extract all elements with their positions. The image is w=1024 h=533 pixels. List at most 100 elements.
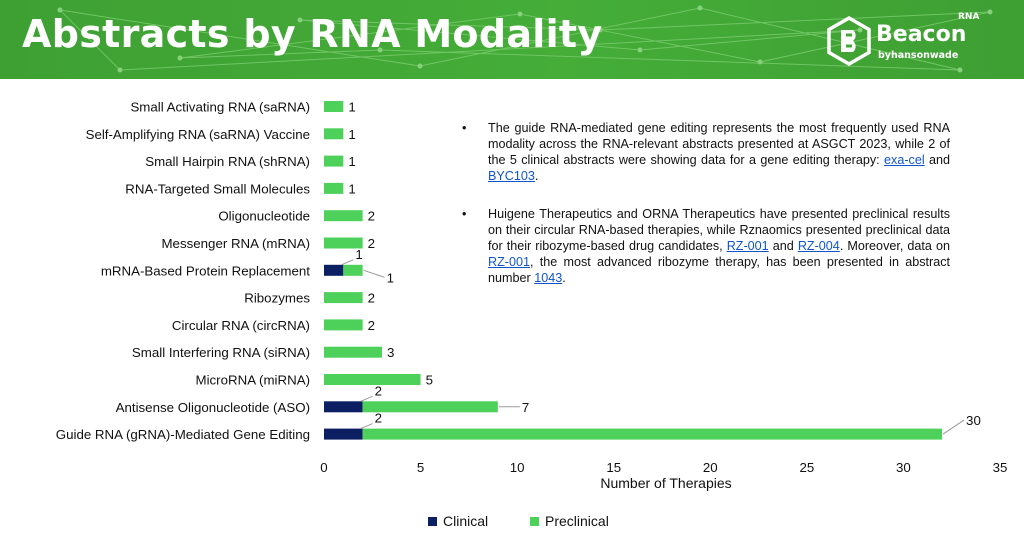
reference-link[interactable]: RZ-001 (726, 239, 769, 253)
commentary-panel: • The guide RNA-mediated gene editing rep… (462, 120, 950, 308)
reference-link[interactable]: exa-cel (884, 153, 925, 167)
category-label: mRNA-Based Protein Replacement (101, 263, 310, 278)
category-label: RNA-Targeted Small Molecules (125, 181, 310, 196)
value-label-clinical: 2 (375, 411, 382, 426)
x-tick-label: 35 (993, 460, 1008, 475)
value-label: 2 (368, 236, 375, 251)
commentary-text: The guide RNA-mediated gene editing repr… (488, 121, 950, 167)
network-node (417, 63, 423, 69)
value-label: 5 (426, 373, 433, 388)
network-node (637, 47, 643, 53)
bar-preclinical (324, 319, 363, 331)
category-label: Messenger RNA (mRNA) (161, 236, 310, 251)
header-banner: Abstracts by RNA Modality Beacon RNA byh… (0, 0, 1024, 79)
category-label: MicroRNA (miRNA) (196, 373, 311, 388)
bar-preclinical (324, 182, 344, 194)
x-tick-label: 20 (703, 460, 718, 475)
category-label: Oligonucleotide (218, 209, 310, 224)
value-label: 2 (368, 318, 375, 333)
x-tick-label: 5 (417, 460, 424, 475)
value-label-clinical: 2 (375, 383, 382, 398)
reference-link[interactable]: BYC103 (488, 169, 535, 183)
x-axis-title: Number of Therapies (600, 475, 731, 491)
reference-link[interactable]: 1043 (534, 271, 563, 285)
legend-item-clinical: Clinical (428, 513, 488, 529)
network-node (517, 11, 523, 17)
network-line (299, 19, 601, 31)
modality-bar-chart: Small Activating RNA (saRNA) Self-Amplify… (56, 100, 1008, 492)
commentary-bullet: • The guide RNA-mediated gene editing rep… (462, 120, 950, 184)
network-line (419, 7, 701, 67)
commentary-text: . Moreover, data on (839, 239, 950, 253)
network-line (639, 29, 861, 51)
category-label: Small Activating RNA (saRNA) (130, 100, 310, 115)
network-line (379, 49, 961, 71)
network-node (857, 27, 863, 33)
category-label: Ribozymes (244, 291, 310, 306)
category-label: Small Hairpin RNA (shRNA) (145, 154, 310, 169)
commentary-bullet: • Huigene Therapeutics and ORNA Therapeut… (462, 206, 950, 286)
legend-swatch-clinical (428, 517, 437, 526)
commentary-text: and (924, 153, 951, 167)
category-label: Guide RNA (gRNA)-Mediated Gene Editing (56, 427, 310, 442)
reference-link[interactable]: RZ-001 (488, 255, 530, 269)
network-node (297, 17, 303, 23)
network-node (57, 7, 63, 13)
leader-line (363, 269, 385, 278)
bar-preclinical (343, 264, 363, 276)
network-node (957, 67, 963, 73)
category-label: Circular RNA (circRNA) (172, 318, 310, 333)
bar-preclinical (324, 128, 344, 140)
value-label: 2 (368, 291, 375, 306)
network-node (177, 55, 183, 61)
x-tick-label: 30 (896, 460, 911, 475)
bar-preclinical (362, 401, 498, 413)
bar-preclinical (324, 292, 363, 304)
x-tick-label: 0 (320, 460, 327, 475)
legend-label-clinical: Clinical (443, 513, 489, 529)
legend-label-preclinical: Preclinical (545, 513, 609, 529)
value-label: 1 (348, 100, 355, 115)
value-label: 1 (348, 181, 355, 196)
leader-line (360, 395, 373, 402)
value-label: 2 (368, 209, 375, 224)
category-labels: Small Activating RNA (saRNA) Self-Amplify… (56, 100, 311, 443)
value-label-preclinical: 1 (387, 270, 394, 285)
network-node (697, 5, 703, 11)
bar-clinical (324, 428, 363, 440)
network-node (987, 9, 993, 15)
bars (324, 101, 943, 440)
network-node (377, 47, 383, 53)
category-label: Small Interfering RNA (siRNA) (132, 345, 310, 360)
value-label-clinical: 1 (355, 247, 362, 262)
network-node (757, 59, 763, 65)
category-label: Antisense Oligonucleotide (ASO) (116, 400, 310, 415)
network-node (117, 67, 123, 73)
network-line (599, 11, 991, 31)
value-label: 1 (348, 127, 355, 142)
network-line (179, 49, 381, 59)
leader-line (341, 259, 354, 266)
bar-preclinical (324, 155, 344, 167)
beacon-logo[interactable]: Beacon RNA byhansonwade (826, 12, 1006, 72)
value-label: 3 (387, 345, 394, 360)
network-line (59, 9, 121, 71)
bar-preclinical (324, 210, 363, 222)
bar-preclinical (324, 374, 421, 385)
legend-swatch-preclinical (530, 517, 539, 526)
bar-preclinical (324, 101, 344, 112)
network-node (597, 27, 603, 33)
legend-item-preclinical: Preclinical (530, 513, 609, 529)
commentary-text: and (768, 239, 798, 253)
x-tick-label: 10 (510, 460, 525, 475)
commentary-text: Huigene Therapeutics and ORNA Therapeuti… (488, 207, 950, 253)
reference-link[interactable]: RZ-004 (797, 239, 840, 253)
network-line (759, 11, 991, 63)
bar-preclinical (324, 346, 382, 358)
commentary-text: , the most advanced ribozyme therapy, ha… (488, 255, 950, 285)
leader-line (942, 419, 965, 435)
value-label: 1 (348, 154, 355, 169)
logo-superscript: RNA (958, 12, 980, 22)
network-line (519, 13, 761, 63)
